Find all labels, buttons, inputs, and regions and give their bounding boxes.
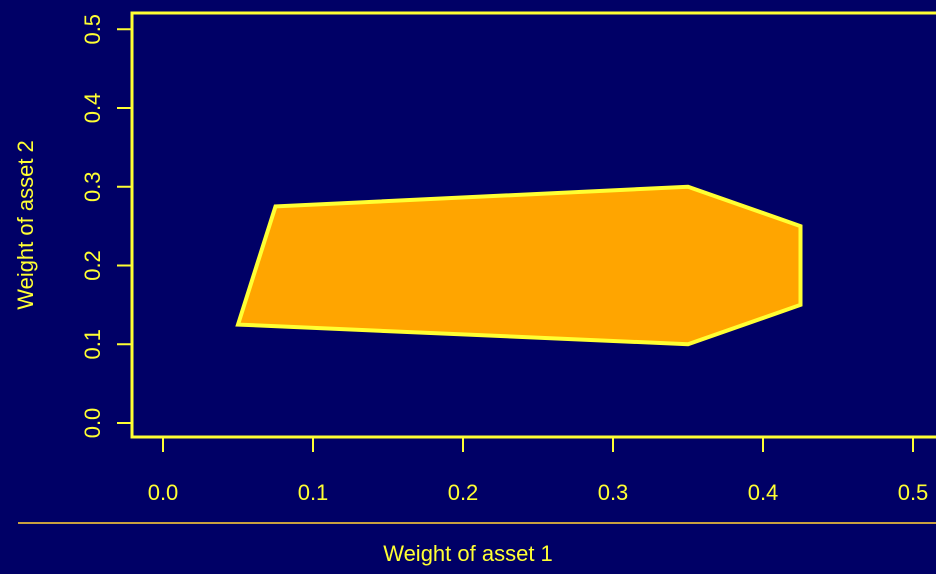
x-tick-label: 0.2 bbox=[448, 480, 479, 505]
y-tick-label: 0.5 bbox=[80, 14, 105, 45]
y-axis: 0.0 0.1 0.2 0.3 0.4 0.5 bbox=[80, 14, 133, 439]
x-axis-label: Weight of asset 1 bbox=[383, 541, 553, 566]
x-tick-label: 0.4 bbox=[748, 480, 779, 505]
x-tick-label: 0.1 bbox=[298, 480, 329, 505]
x-tick-label: 0.3 bbox=[598, 480, 629, 505]
x-tick-label: 0.5 bbox=[898, 480, 929, 505]
feasible-region bbox=[235, 184, 803, 347]
y-axis-label: Weight of asset 2 bbox=[13, 140, 38, 310]
y-tick-label: 0.3 bbox=[80, 171, 105, 202]
axis-separator-line bbox=[18, 522, 936, 524]
x-tick-label: 0.0 bbox=[148, 480, 179, 505]
y-tick-label: 0.2 bbox=[80, 250, 105, 281]
x-axis: 0.0 0.1 0.2 0.3 0.4 0.5 bbox=[148, 436, 929, 505]
y-tick-label: 0.4 bbox=[80, 93, 105, 124]
y-tick-label: 0.0 bbox=[80, 408, 105, 439]
y-tick-label: 0.1 bbox=[80, 329, 105, 360]
